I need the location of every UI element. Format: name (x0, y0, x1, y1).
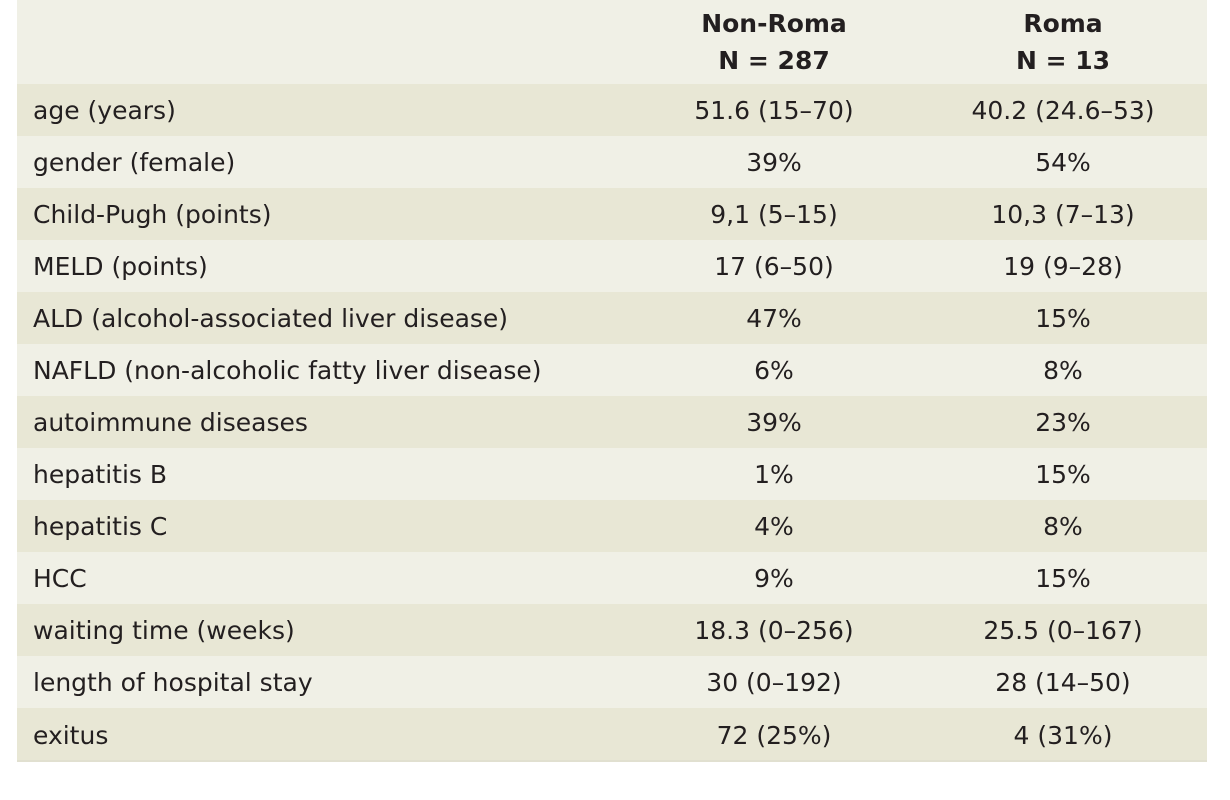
table-row: length of hospital stay 30 (0–192) 28 (1… (17, 656, 1207, 708)
roma-value: 23% (1035, 407, 1091, 437)
non-roma-value: 1% (754, 459, 794, 489)
roma-value: 15% (1035, 303, 1091, 333)
non-roma-value: 9,1 (5–15) (710, 199, 838, 229)
row-label: hepatitis B (33, 459, 168, 489)
non-roma-value: 4% (754, 511, 794, 541)
data-table: Non-Roma N = 287 Roma N = 13 age (years)… (17, 0, 1207, 762)
row-label: MELD (points) (33, 251, 208, 281)
table-row: hepatitis B 1% 15% (17, 448, 1207, 500)
non-roma-value: 9% (754, 563, 794, 593)
roma-value: 10,3 (7–13) (991, 199, 1135, 229)
header-roma-title: Roma (1023, 9, 1103, 38)
roma-value: 15% (1035, 459, 1091, 489)
roma-value: 40.2 (24.6–53) (971, 95, 1155, 125)
non-roma-value: 6% (754, 355, 794, 385)
row-label: gender (female) (33, 147, 236, 177)
row-label: waiting time (weeks) (33, 615, 295, 645)
roma-value: 15% (1035, 563, 1091, 593)
table-row: MELD (points) 17 (6–50) 19 (9–28) (17, 240, 1207, 292)
non-roma-value: 30 (0–192) (706, 667, 842, 697)
roma-value: 28 (14–50) (995, 667, 1131, 697)
table-row: exitus 72 (25%) 4 (31%) (17, 708, 1207, 762)
header-roma-n: N = 13 (1015, 46, 1111, 75)
row-label: Child-Pugh (points) (33, 199, 272, 229)
row-label: HCC (33, 563, 87, 593)
non-roma-value: 17 (6–50) (714, 251, 834, 281)
roma-value: 4 (31%) (1013, 720, 1113, 750)
non-roma-value: 51.6 (15–70) (694, 95, 854, 125)
row-label: NAFLD (non-alcoholic fatty liver disease… (33, 355, 542, 385)
row-label: exitus (33, 720, 109, 750)
row-label: autoimmune diseases (33, 407, 308, 437)
non-roma-value: 39% (746, 407, 802, 437)
table-row: age (years) 51.6 (15–70) 40.2 (24.6–53) (17, 84, 1207, 136)
table-row: hepatitis C 4% 8% (17, 500, 1207, 552)
table-row: waiting time (weeks) 18.3 (0–256) 25.5 (… (17, 604, 1207, 656)
row-label: ALD (alcohol-associated liver disease) (33, 303, 509, 333)
row-label: hepatitis C (33, 511, 168, 541)
table-row: Child-Pugh (points) 9,1 (5–15) 10,3 (7–1… (17, 188, 1207, 240)
table-header-row: Non-Roma N = 287 Roma N = 13 (17, 0, 1207, 84)
header-roma: Roma N = 13 (919, 5, 1207, 79)
table-row: autoimmune diseases 39% 23% (17, 396, 1207, 448)
table-row: HCC 9% 15% (17, 552, 1207, 604)
table-row: NAFLD (non-alcoholic fatty liver disease… (17, 344, 1207, 396)
non-roma-value: 72 (25%) (716, 720, 832, 750)
header-non-roma: Non-Roma N = 287 (629, 5, 919, 79)
table-bottom-rule (17, 760, 1207, 762)
non-roma-value: 18.3 (0–256) (694, 615, 854, 645)
roma-value: 54% (1035, 147, 1091, 177)
row-label: length of hospital stay (33, 667, 313, 697)
table-row: gender (female) 39% 54% (17, 136, 1207, 188)
header-non-roma-n: N = 287 (718, 46, 830, 75)
row-label: age (years) (33, 95, 176, 125)
header-non-roma-title: Non-Roma (701, 9, 847, 38)
roma-value: 8% (1043, 511, 1083, 541)
roma-value: 25.5 (0–167) (983, 615, 1143, 645)
non-roma-value: 47% (746, 303, 802, 333)
non-roma-value: 39% (746, 147, 802, 177)
roma-value: 19 (9–28) (1003, 251, 1123, 281)
roma-value: 8% (1043, 355, 1083, 385)
table-row: ALD (alcohol-associated liver disease) 4… (17, 292, 1207, 344)
